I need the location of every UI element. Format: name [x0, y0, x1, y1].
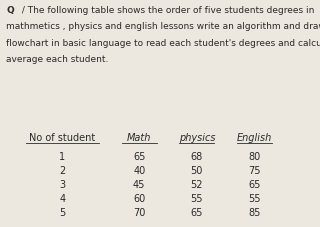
Text: No of student: No of student [29, 133, 96, 143]
Text: 65: 65 [248, 179, 260, 189]
Text: / The following table shows the order of five students degrees in: / The following table shows the order of… [19, 6, 314, 15]
Text: 55: 55 [248, 193, 261, 203]
Text: 3: 3 [59, 179, 66, 189]
Text: 50: 50 [191, 165, 203, 175]
Text: average each student.: average each student. [6, 55, 109, 64]
Text: 60: 60 [133, 193, 145, 203]
Text: 4: 4 [59, 193, 66, 203]
Text: 1: 1 [59, 151, 66, 161]
Text: flowchart in basic language to read each student's degrees and calculate: flowchart in basic language to read each… [6, 38, 320, 47]
Text: 68: 68 [191, 151, 203, 161]
Text: 45: 45 [133, 179, 145, 189]
Text: 65: 65 [133, 151, 145, 161]
Text: 75: 75 [248, 165, 261, 175]
Text: 5: 5 [59, 207, 66, 217]
Text: 80: 80 [248, 151, 260, 161]
Text: 65: 65 [191, 207, 203, 217]
Text: 52: 52 [190, 179, 203, 189]
Text: mathmetics , physics and english lessons write an algorithm and draw the: mathmetics , physics and english lessons… [6, 22, 320, 31]
Text: 55: 55 [190, 193, 203, 203]
Text: physics: physics [179, 133, 215, 143]
Text: 2: 2 [59, 165, 66, 175]
Text: Q: Q [6, 6, 14, 15]
Text: 40: 40 [133, 165, 145, 175]
Text: English: English [237, 133, 272, 143]
Text: 70: 70 [133, 207, 145, 217]
Text: 85: 85 [248, 207, 260, 217]
Text: Math: Math [127, 133, 151, 143]
